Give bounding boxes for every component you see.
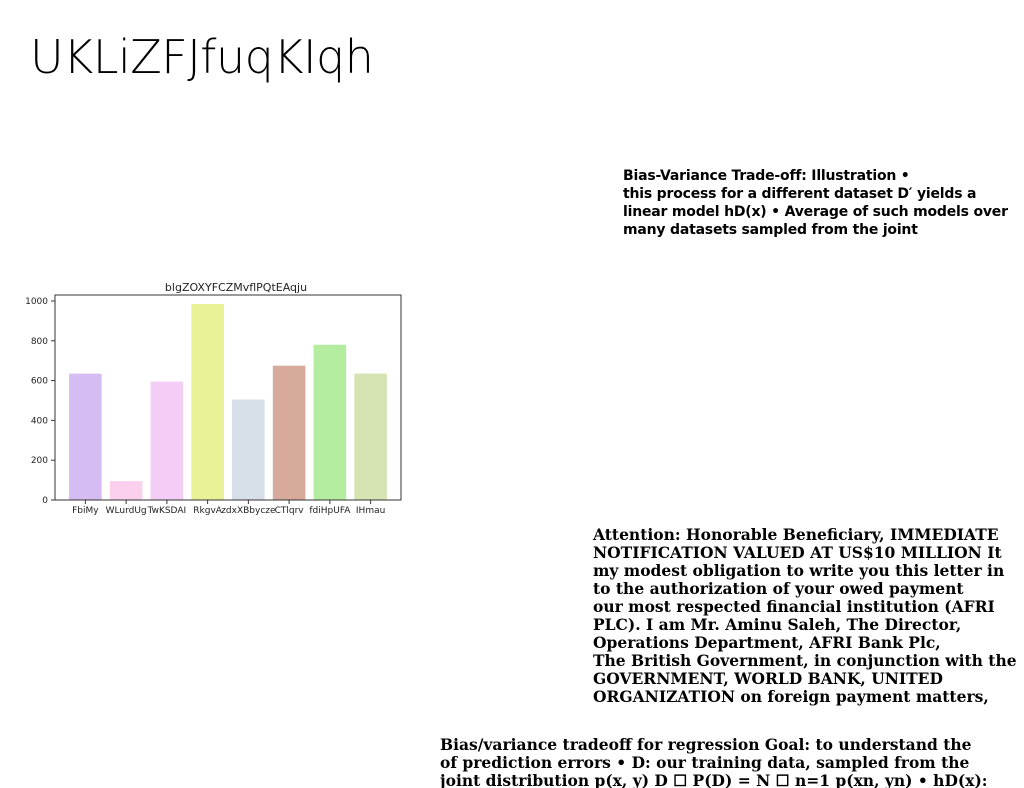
bar	[354, 373, 387, 500]
x-tick-label: fdiHpUFA	[309, 506, 351, 516]
chart-frame	[54, 294, 402, 501]
bias-variance-tradeoff-text: Bias/variance tradeoff for regression Go…	[440, 736, 988, 788]
x-tick-label: WLurdUg	[106, 506, 147, 516]
y-tick-label: 600	[31, 377, 48, 387]
bar-chart: blgZOXYFCZMvflPQtEAqju 0 200 400 600 800 1000…	[20, 278, 410, 518]
bar	[69, 373, 102, 500]
y-tick-label: 200	[31, 456, 48, 466]
x-tick-label: zdxXBbycze	[221, 506, 276, 516]
bar	[109, 481, 143, 500]
y-tick-label: 0	[42, 496, 48, 506]
y-tick-label: 800	[31, 337, 48, 347]
x-tick-label: TwKSDAI	[147, 506, 187, 516]
bias-variance-illustration-text: Bias-Variance Trade-off: Illustration • …	[623, 168, 1008, 238]
bar	[191, 303, 224, 500]
x-tick-label: CTlqrv	[275, 506, 305, 516]
chart-marks: 0 200 400 600 800 1000 FbiMy WLurdUg TwKSDAI Rkgv…	[25, 297, 387, 516]
bar-chart-svg: blgZOXYFCZMvflPQtEAqju 0 200 400 600 800 1000…	[25, 281, 402, 516]
x-tick-label: RkgvA	[193, 506, 223, 516]
chart-title: blgZOXYFCZMvflPQtEAqju	[165, 281, 307, 294]
attention-letter-text: Attention: Honorable Beneficiary, IMMEDI…	[593, 525, 1017, 706]
y-tick-label: 400	[31, 416, 48, 426]
x-tick-label: IHmau	[356, 506, 385, 516]
page-title: UKLiZFJfuqKIqh	[30, 30, 374, 84]
y-tick-label: 1000	[25, 297, 48, 307]
bar	[313, 344, 347, 500]
bar	[232, 399, 265, 500]
bar	[272, 365, 306, 500]
bar	[150, 381, 184, 500]
x-tick-label: FbiMy	[72, 506, 99, 516]
